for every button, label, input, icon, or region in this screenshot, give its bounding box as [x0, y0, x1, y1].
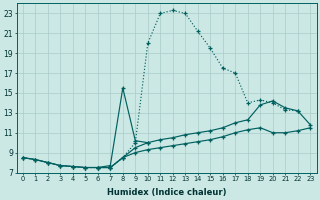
X-axis label: Humidex (Indice chaleur): Humidex (Indice chaleur) — [107, 188, 226, 197]
